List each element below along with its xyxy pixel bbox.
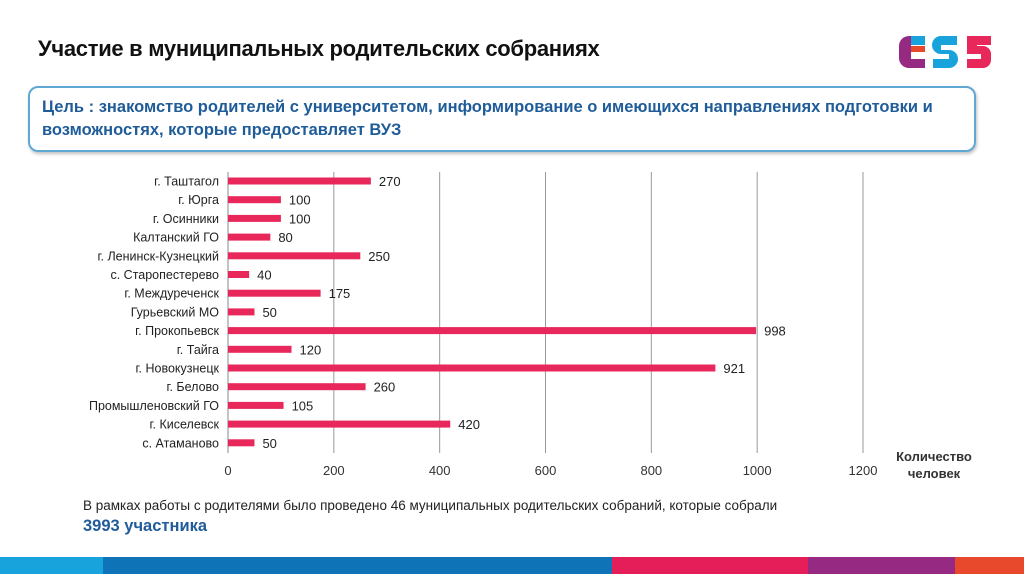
bar — [228, 327, 757, 335]
goal-box: Цель : знакомство родителей с университе… — [28, 86, 976, 152]
data-label: 921 — [723, 361, 745, 376]
category-label: г. Прокопьевск — [135, 324, 219, 338]
bar — [228, 420, 451, 428]
x-tick-label: 600 — [535, 463, 557, 478]
category-label: с. Атаманово — [142, 436, 219, 450]
category-label: г. Осинники — [153, 212, 219, 226]
data-label: 80 — [278, 230, 292, 245]
data-label: 100 — [289, 193, 311, 208]
x-tick-label: 400 — [429, 463, 451, 478]
x-tick-label: 1000 — [743, 463, 772, 478]
bar — [228, 289, 321, 297]
bar — [228, 196, 281, 204]
x-axis-title: Количество — [896, 449, 972, 464]
bar — [228, 439, 255, 447]
category-label: г. Таштагол — [154, 175, 219, 189]
logo — [895, 32, 995, 77]
bottom-bar-segment — [612, 557, 808, 574]
x-tick-label: 1200 — [849, 463, 878, 478]
category-label: Промышленовский ГО — [89, 399, 219, 413]
category-label: г. Ленинск-Кузнецкий — [97, 249, 219, 263]
data-label: 250 — [368, 249, 390, 264]
category-label: г. Киселевск — [150, 418, 220, 432]
bar — [228, 177, 371, 185]
page-title: Участие в муниципальных родительских соб… — [38, 36, 600, 61]
x-tick-label: 200 — [323, 463, 345, 478]
data-label: 270 — [379, 174, 401, 189]
bottom-bar-segment — [808, 557, 955, 574]
bar — [228, 364, 716, 372]
bar — [228, 401, 284, 409]
bottom-bar-segment — [955, 557, 1024, 574]
bar — [228, 233, 271, 241]
footer-highlight: 3993 участника — [83, 517, 208, 535]
data-label: 50 — [262, 436, 276, 451]
bottom-color-bar — [0, 557, 1024, 574]
bar — [228, 271, 250, 278]
x-tick-label: 800 — [640, 463, 662, 478]
bar — [228, 308, 255, 316]
data-label: 175 — [329, 286, 351, 301]
bar — [228, 214, 281, 222]
footer-text: В рамках работы с родителями было провед… — [83, 498, 778, 513]
bar — [228, 345, 292, 353]
bar-chart: 0 200 400 600 800 1000 1200 г. Таштагол 270 г. Юр… — [89, 172, 972, 481]
x-axis-title: человек — [908, 466, 961, 481]
data-label: 50 — [262, 305, 276, 320]
bar — [228, 383, 366, 391]
data-label: 420 — [458, 417, 480, 432]
category-label: г. Белово — [166, 380, 219, 394]
category-label: г. Тайга — [177, 343, 219, 357]
bottom-bar-segment — [0, 557, 103, 574]
x-tick-label: 0 — [224, 463, 231, 478]
category-label: г. Юрга — [178, 193, 219, 207]
data-label: 100 — [289, 211, 311, 226]
data-label: 998 — [764, 324, 786, 339]
category-label: г. Междуреченск — [124, 287, 219, 301]
data-label: 260 — [374, 380, 396, 395]
category-label: с. Старопестерево — [110, 268, 219, 282]
data-label: 40 — [257, 268, 271, 283]
bar — [228, 252, 361, 260]
data-label: 120 — [300, 342, 322, 357]
category-label: Калтанский ГО — [133, 231, 219, 245]
data-label: 105 — [292, 398, 314, 413]
bottom-bar-segment — [103, 557, 612, 574]
category-label: Гурьевский МО — [131, 305, 220, 319]
category-label: г. Новокузнецк — [136, 362, 220, 376]
